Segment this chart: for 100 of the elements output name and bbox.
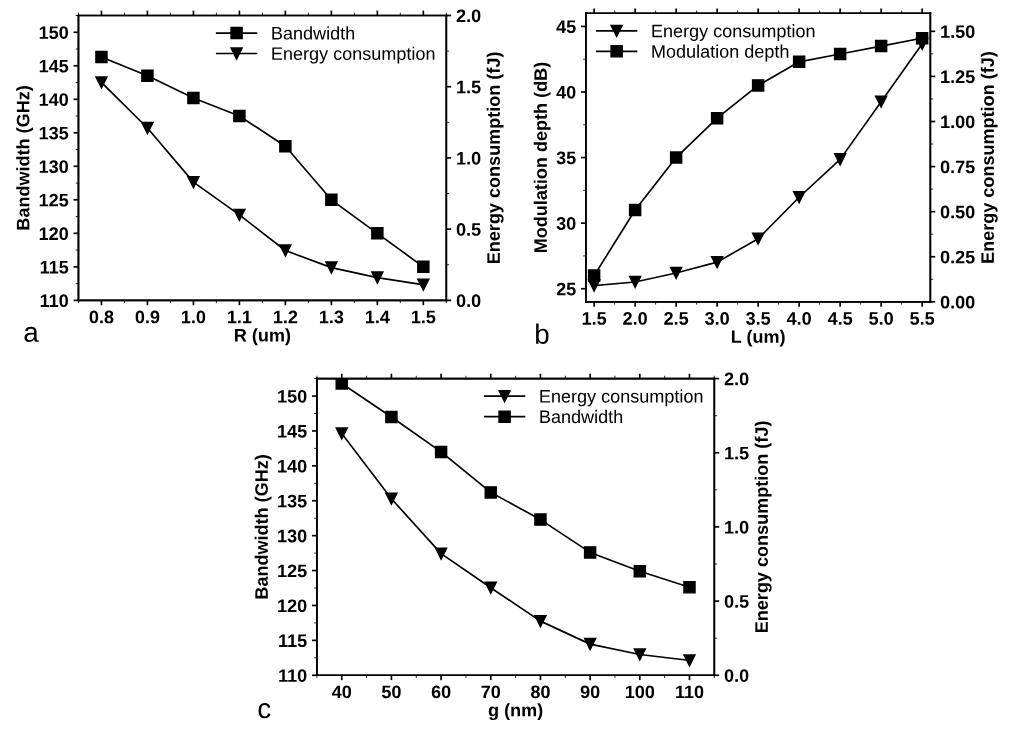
y-tick-label: 30 xyxy=(556,217,576,230)
point xyxy=(371,271,384,284)
x-tick-label: 1.1 xyxy=(227,310,252,324)
point xyxy=(385,410,398,424)
x-tick-label: 1.3 xyxy=(319,310,344,324)
point xyxy=(874,95,888,108)
y2-tick-label: 0.5 xyxy=(456,223,481,236)
point xyxy=(141,69,154,83)
x-tick-label: 4.0 xyxy=(786,312,811,325)
point xyxy=(417,278,430,291)
y2-tick-label: 1.25 xyxy=(941,70,975,84)
point xyxy=(751,232,765,245)
y-tick-label: 150 xyxy=(39,26,68,39)
y-tick-label: 135 xyxy=(278,494,307,508)
x-tick-label: 3.5 xyxy=(746,312,771,325)
y2-tick-label: 0.50 xyxy=(940,205,975,219)
point xyxy=(751,79,765,92)
point xyxy=(95,50,108,64)
point xyxy=(534,614,547,628)
x-tick-label: 100 xyxy=(625,685,655,699)
point xyxy=(669,266,683,280)
y2-tick-label: 1.00 xyxy=(941,115,975,129)
y-tick-label: 130 xyxy=(278,529,307,543)
legend-label: Bandwidth xyxy=(272,26,355,40)
legend-label: Energy consumption xyxy=(540,389,703,407)
y-tick-label: 120 xyxy=(39,227,68,241)
y2-tick-label: 2.0 xyxy=(724,372,749,386)
x-tick-label: 110 xyxy=(676,685,704,699)
point xyxy=(874,39,888,53)
x-tick-label: 0.9 xyxy=(135,310,160,324)
y-tick-label: 45 xyxy=(556,20,576,34)
point xyxy=(628,203,642,217)
x-tick-label: 3.0 xyxy=(705,312,729,325)
y-tick-label: 25 xyxy=(556,282,576,296)
y2-tick-label: 1.5 xyxy=(725,446,749,460)
y-tick-label: 125 xyxy=(278,564,307,578)
point xyxy=(141,121,154,135)
y2-tick-label: 0.00 xyxy=(940,295,975,309)
point xyxy=(335,378,348,390)
y-tick-label: 130 xyxy=(39,160,68,174)
y-tick-label: 145 xyxy=(39,59,69,73)
y-axis-title: Bandwidth (GHz) xyxy=(16,86,34,230)
y2-axis-title: Energy consumption (fJ) xyxy=(486,52,504,264)
point xyxy=(633,648,647,661)
y2-tick-label: 0.0 xyxy=(724,669,749,682)
y-tick-label: 150 xyxy=(278,389,307,403)
point xyxy=(233,208,246,222)
point xyxy=(587,279,601,292)
x-tick-label: 2.0 xyxy=(623,312,647,325)
point xyxy=(683,581,696,594)
y-tick-label: 125 xyxy=(39,193,69,207)
legend-label: Energy consumption xyxy=(272,46,435,64)
point xyxy=(434,445,448,459)
x-tick-label: 4.5 xyxy=(827,312,853,325)
point xyxy=(583,546,597,559)
point xyxy=(792,190,806,204)
text: a xyxy=(24,326,39,343)
x-tick-label: 60 xyxy=(431,685,451,699)
point xyxy=(233,109,246,123)
x-tick-label: 70 xyxy=(481,685,501,699)
point xyxy=(335,427,348,440)
point xyxy=(583,637,597,651)
y2-axis-title: Energy consumption (fJ) xyxy=(754,421,772,633)
legend-label: Energy consumption xyxy=(652,24,815,41)
y-tick-label: 145 xyxy=(278,425,307,438)
x-tick-label: 1.4 xyxy=(365,310,390,324)
x-axis-title: L (um) xyxy=(731,329,785,347)
y-tick-label: 140 xyxy=(278,459,307,473)
point xyxy=(633,565,647,578)
y-tick-label: 115 xyxy=(279,634,307,648)
point xyxy=(915,37,929,51)
point xyxy=(187,91,200,105)
y-tick-label: 135 xyxy=(39,126,69,140)
x-tick-label: 5.0 xyxy=(869,312,893,325)
y2-tick-label: 0.75 xyxy=(940,160,975,174)
x-tick-label: 1.5 xyxy=(582,312,607,325)
y2-tick-label: 1.0 xyxy=(725,520,749,534)
legend-label: Bandwidth xyxy=(540,409,623,424)
point xyxy=(792,55,806,69)
text: b xyxy=(536,323,549,344)
x-tick-label: 1.0 xyxy=(182,310,206,324)
x-axis-title: R (um) xyxy=(235,328,291,346)
text: c xyxy=(258,703,271,719)
x-tick-label: 5.5 xyxy=(910,312,935,325)
x-tick-label: 90 xyxy=(580,685,600,699)
y2-tick-label: 2.0 xyxy=(456,9,481,23)
point xyxy=(683,654,696,667)
point xyxy=(325,261,338,274)
point xyxy=(628,275,642,289)
point xyxy=(484,581,498,595)
y-tick-label: 140 xyxy=(39,93,68,106)
y-tick-label: 40 xyxy=(556,85,576,99)
y2-tick-label: 0.25 xyxy=(940,250,975,264)
y-tick-label: 120 xyxy=(278,599,307,613)
point xyxy=(325,193,338,207)
y2-tick-label: 1.5 xyxy=(457,80,481,94)
point xyxy=(279,139,292,153)
point xyxy=(833,153,847,166)
x-tick-label: 0.8 xyxy=(89,310,114,324)
point xyxy=(484,486,498,499)
